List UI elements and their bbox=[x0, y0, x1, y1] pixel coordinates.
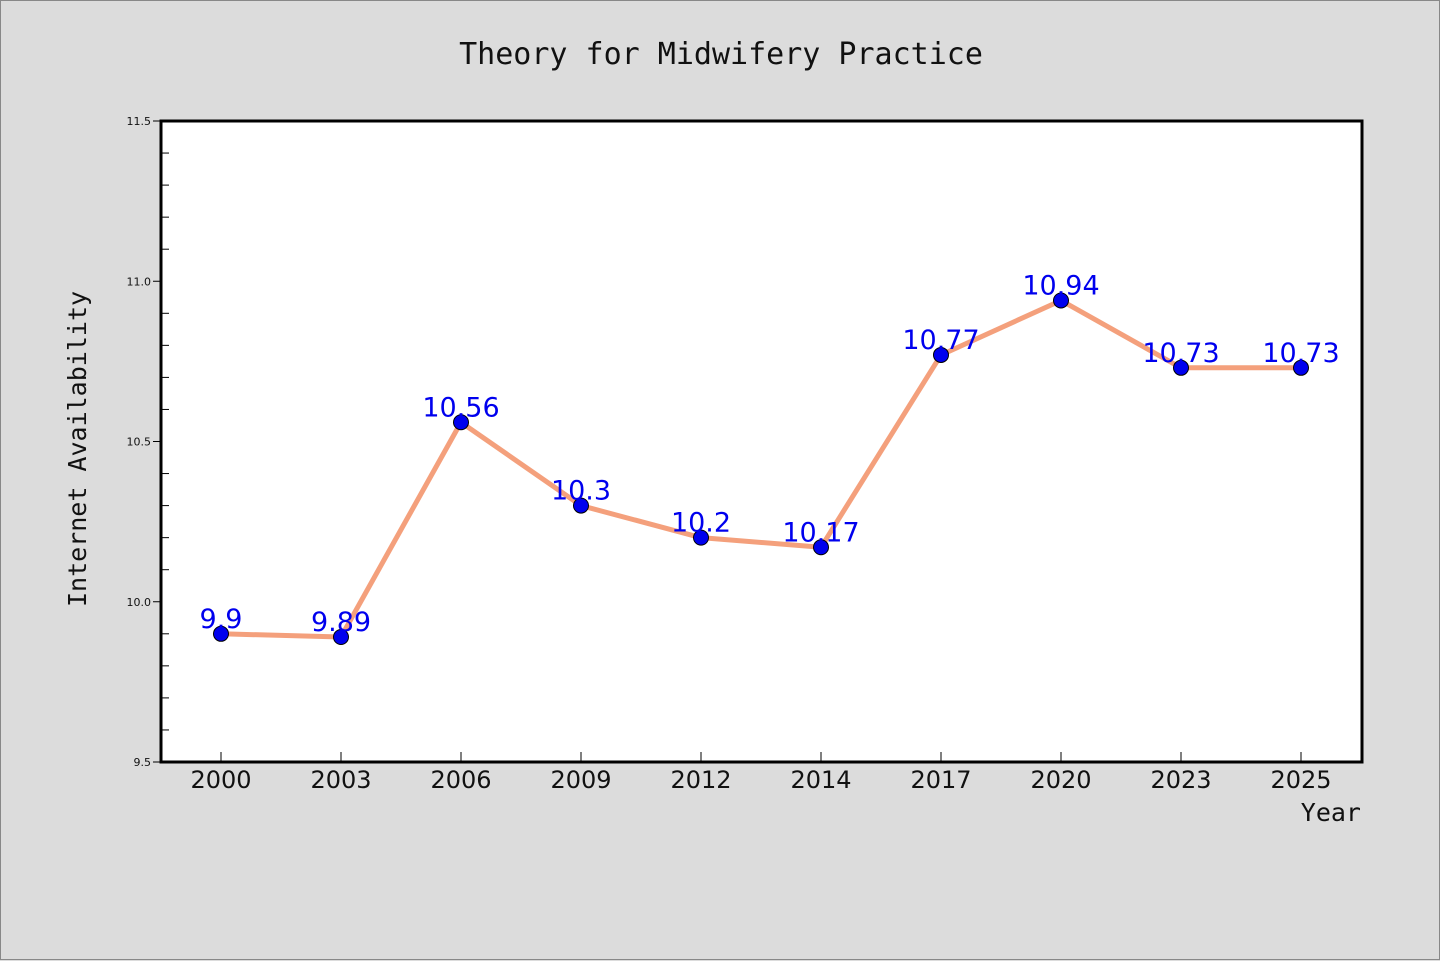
data-point bbox=[573, 497, 589, 514]
chart-title: Theory for Midwifery Practice bbox=[459, 37, 983, 72]
x-tick-label: 2006 bbox=[430, 766, 491, 794]
y-axis: 9.5 10.0 10.5 11.0 11.5 bbox=[127, 115, 169, 769]
data-point bbox=[1053, 292, 1069, 309]
x-tick-label: 2025 bbox=[1270, 766, 1331, 794]
x-tick-label: 2000 bbox=[190, 766, 251, 794]
data-label: 10.73 bbox=[1142, 338, 1219, 369]
data-label: 9.89 bbox=[311, 607, 371, 638]
data-label: 10.17 bbox=[782, 517, 859, 548]
data-label: 10.77 bbox=[902, 325, 979, 356]
y-tick-label: 9.5 bbox=[134, 756, 152, 769]
data-label: 9.9 bbox=[200, 604, 243, 635]
x-tick-label: 2009 bbox=[550, 766, 611, 794]
x-tick-label: 2017 bbox=[910, 766, 971, 794]
series-line-group bbox=[218, 297, 1304, 640]
x-tick-label: 2020 bbox=[1030, 766, 1091, 794]
y-tick-label: 10.5 bbox=[127, 436, 152, 449]
y-tick-label: 10.0 bbox=[127, 596, 152, 609]
data-labels: 9.9 9.89 10.56 10.3 10.2 10.17 10.77 10.94 10.73… bbox=[200, 270, 1340, 638]
data-point bbox=[813, 539, 829, 556]
data-label: 10.56 bbox=[422, 392, 499, 423]
x-axis: 2000 2003 2006 2009 2012 2014 2017 2020 2023 2025 bbox=[190, 752, 1332, 794]
data-label: 10.94 bbox=[1022, 270, 1099, 301]
data-point bbox=[213, 625, 229, 642]
data-point bbox=[693, 529, 709, 546]
data-point bbox=[333, 629, 349, 646]
x-tick-label: 2003 bbox=[310, 766, 371, 794]
y-axis-label: Internet Availability bbox=[63, 291, 92, 607]
series-line bbox=[218, 297, 1304, 640]
y-tick-label: 11.5 bbox=[127, 115, 152, 128]
x-tick-label: 2023 bbox=[1150, 766, 1211, 794]
plot-area bbox=[159, 119, 1364, 764]
data-point bbox=[453, 414, 469, 431]
data-label: 10.73 bbox=[1262, 338, 1339, 369]
data-markers bbox=[213, 292, 1309, 646]
x-tick-label: 2014 bbox=[790, 766, 851, 794]
data-point bbox=[1293, 359, 1309, 376]
y-tick-label: 11.0 bbox=[127, 275, 152, 288]
data-label: 10.3 bbox=[551, 476, 611, 507]
data-point bbox=[933, 346, 949, 363]
x-axis-label: Year bbox=[1301, 798, 1361, 827]
x-tick-label: 2012 bbox=[670, 766, 731, 794]
data-label: 10.2 bbox=[671, 508, 731, 539]
data-point bbox=[1173, 359, 1189, 376]
